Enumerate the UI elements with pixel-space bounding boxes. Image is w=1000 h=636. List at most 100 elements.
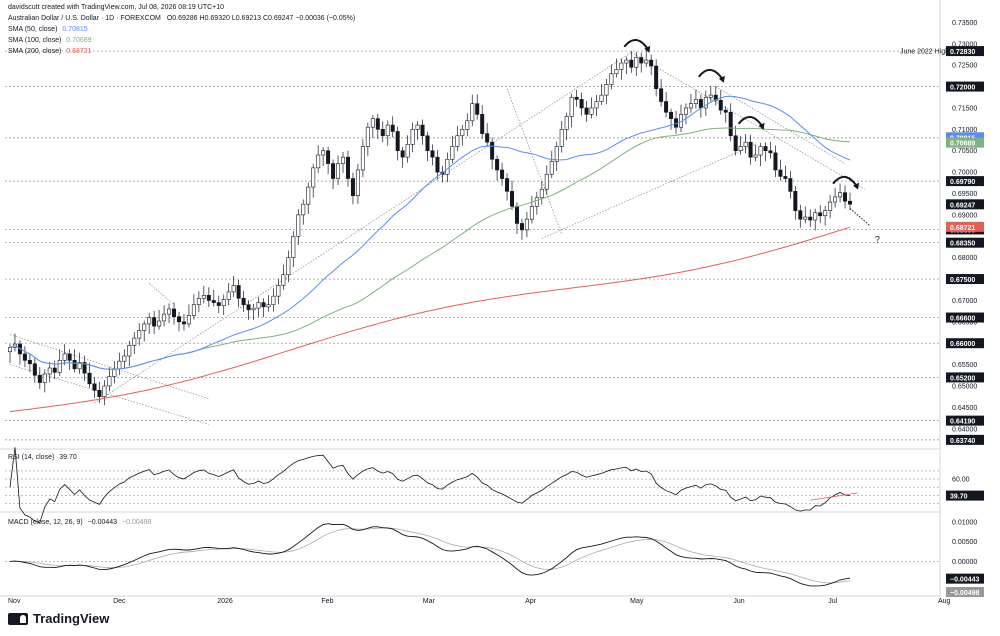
candle-body <box>823 210 828 217</box>
candle-body <box>589 107 594 115</box>
candle-body <box>733 135 738 152</box>
candle-body <box>256 302 261 309</box>
candle-body <box>843 192 848 202</box>
y-tick-label: 0.71000 <box>952 127 977 134</box>
price-badge-label: 0.67500 <box>950 277 975 284</box>
candle-body <box>718 99 723 111</box>
legend-rsi[interactable]: RSI (14, close) 39.70 <box>8 454 77 461</box>
candle-body <box>196 297 201 306</box>
candle-body <box>365 126 370 147</box>
candle-body <box>818 212 823 217</box>
candle-body <box>47 367 52 375</box>
candle-body <box>152 317 157 327</box>
candle-body <box>172 308 177 317</box>
candle-body <box>271 295 276 306</box>
candle-body <box>52 367 57 373</box>
y-tick-label: 0.65500 <box>952 362 977 369</box>
trendline <box>506 88 563 235</box>
level-note: June 2022 High <box>900 49 949 56</box>
price-badge-label: −0.00443 <box>950 577 979 584</box>
candle-body <box>276 285 281 297</box>
candle-body <box>157 320 162 327</box>
candle-body <box>758 146 763 156</box>
candle-body <box>524 218 529 231</box>
candle-body <box>693 99 698 104</box>
candle-body <box>649 59 654 67</box>
candle-body <box>614 69 619 75</box>
price-badge <box>946 81 984 92</box>
candle-body <box>773 152 778 171</box>
candle-body <box>564 116 569 130</box>
candle-body <box>301 203 306 216</box>
price-badge <box>946 137 984 148</box>
x-tick-label: Jun <box>733 598 744 605</box>
trendline <box>9 334 209 400</box>
candle-body <box>350 178 355 196</box>
candle-body <box>375 118 380 130</box>
legend-sma50[interactable]: SMA (50, close) 0.70815 <box>8 26 88 33</box>
price-badge-label: −0.00498 <box>950 590 979 597</box>
arrow-head <box>853 182 860 190</box>
candle-body <box>778 169 783 177</box>
candle-body <box>420 124 425 137</box>
candle-body <box>67 353 72 361</box>
price-badge-label: 0.66000 <box>950 341 975 348</box>
price-badge <box>946 338 984 349</box>
sma50-line <box>9 95 851 370</box>
trendline <box>94 52 632 404</box>
candle-body <box>326 150 331 164</box>
candle-body <box>97 389 102 397</box>
legend-sma200[interactable]: SMA (200, close) 0.68721 <box>8 48 92 55</box>
x-tick-label: Mar <box>423 598 436 605</box>
candle-body <box>450 146 455 160</box>
candle-body <box>485 133 490 143</box>
legend-macd[interactable]: MACD (close, 12, 26, 9) −0.00443 −0.0049… <box>8 519 152 526</box>
candle-body <box>246 304 251 311</box>
price-badge <box>946 587 984 597</box>
candle-body <box>435 156 440 173</box>
candle-body <box>390 124 395 132</box>
candle-body <box>599 94 604 102</box>
created-by-text: davidscutt created with TradingView.com,… <box>8 4 225 11</box>
candle-body <box>669 111 674 119</box>
candle-body <box>385 124 390 137</box>
candle-body <box>22 353 27 361</box>
candle-body <box>460 129 465 137</box>
candle-body <box>445 158 450 175</box>
topping-arrow <box>698 68 724 81</box>
candle-body <box>728 111 733 137</box>
candle-body <box>236 285 241 299</box>
price-badge <box>946 274 984 285</box>
candle-body <box>425 135 430 152</box>
candle-body <box>604 84 609 96</box>
candle-body <box>833 196 838 203</box>
legend-sma100[interactable]: SMA (100, close) 0.70689 <box>8 37 92 44</box>
price-badge <box>946 372 984 383</box>
candle-body <box>798 210 803 220</box>
price-badge <box>946 199 984 210</box>
candle-body <box>341 156 346 164</box>
candle-body <box>803 216 808 220</box>
candle-body <box>291 235 296 258</box>
candle-body <box>8 347 13 353</box>
y-tick-label: 0.67000 <box>952 298 977 305</box>
candle-body <box>783 176 788 179</box>
macd-signal-line <box>9 527 851 584</box>
candle-body <box>281 274 286 286</box>
tradingview-logo[interactable]: TradingView <box>8 611 109 626</box>
y-tick-label: 0.70500 <box>952 148 977 155</box>
candle-body <box>176 316 181 323</box>
candle-body <box>847 200 852 205</box>
x-tick-label: 2026 <box>217 598 233 605</box>
candle-body <box>624 59 629 64</box>
macd-tick-label: 0.00000 <box>952 559 977 566</box>
candle-body <box>395 131 400 152</box>
candle-body <box>142 323 147 331</box>
candle-body <box>505 178 510 192</box>
sma200-line <box>9 226 851 413</box>
candle-body <box>584 107 589 115</box>
candle-body <box>206 295 211 301</box>
candle-body <box>147 317 152 325</box>
symbol-header: Australian Dollar / U.S. Dollar · 1D · F… <box>8 15 355 22</box>
